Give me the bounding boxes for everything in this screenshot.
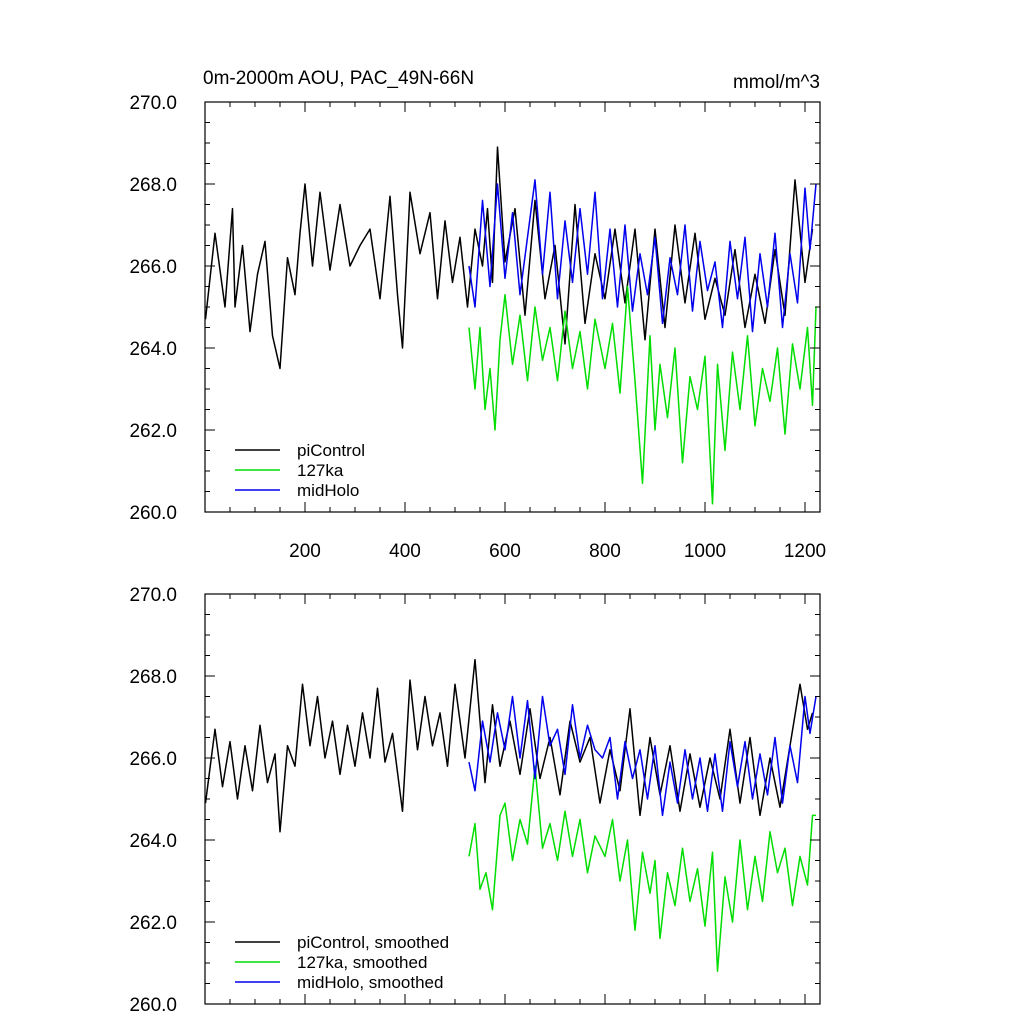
top-xtick-label: 1000 [684,541,726,562]
top-ytick-label: 260.0 [129,503,177,524]
top-xtick-label: 600 [489,541,521,562]
top-ytick-label: 262.0 [129,421,177,442]
top-axis-ticks: 260.0 262.0 264.0 266.0 268.0 270.0 200 400 600 8… [129,93,826,562]
bottom-ytick-label: 260.0 [129,995,177,1016]
bottom-ytick-label: 266.0 [129,749,177,770]
top-series-group [204,146,817,505]
top-xtick-label: 1200 [784,541,826,562]
top-legend-label-0: piControl [297,441,365,460]
bottom-ytick-label: 264.0 [129,831,177,852]
bottom-series-line-1 [468,765,816,972]
bottom-series-line-0 [204,658,814,833]
bottom-series-group [204,658,817,972]
top-ytick-label: 270.0 [129,93,177,114]
top-xtick-label: 400 [389,541,421,562]
top-ytick-label: 264.0 [129,339,177,360]
bottom-ytick-label: 270.0 [129,585,177,606]
bottom-axis-ticks: 260.0 262.0 264.0 266.0 268.0 270.0 [129,585,820,1016]
bottom-series-line-2 [468,695,817,817]
top-ytick-label: 266.0 [129,257,177,278]
top-xtick-label: 800 [589,541,621,562]
chart-title: 0m-2000m AOU, PAC_49N-66N [203,68,474,89]
bottom-panel: 260.0 262.0 264.0 266.0 268.0 270.0 piControl… [129,585,821,1016]
top-series-line-1 [468,285,817,505]
bottom-legend-label-1: 127ka, smoothed [297,953,427,972]
bottom-legend-label-2: midHolo, smoothed [297,973,443,992]
top-ytick-label: 268.0 [129,175,177,196]
top-legend-label-2: midHolo [297,481,359,500]
bottom-ytick-label: 262.0 [129,913,177,934]
top-series-line-2 [468,179,817,333]
bottom-legend-label-0: piControl, smoothed [297,933,449,952]
top-panel: 0m-2000m AOU, PAC_49N-66N mmol/m^3 260.0… [129,68,826,562]
units-label: mmol/m^3 [733,72,820,93]
top-xtick-label: 200 [289,541,321,562]
bottom-ytick-label: 268.0 [129,667,177,688]
top-legend-label-1: 127ka [297,461,344,480]
